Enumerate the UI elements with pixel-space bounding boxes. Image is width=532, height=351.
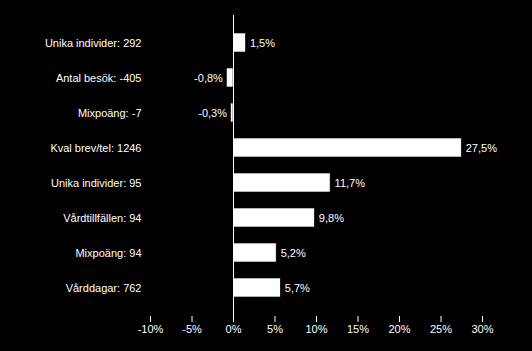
- svg-text:1,5%: 1,5%: [250, 37, 275, 49]
- svg-text:0%: 0%: [226, 323, 242, 335]
- svg-text:5%: 5%: [267, 323, 283, 335]
- svg-text:Unika individer: 292: Unika individer: 292: [45, 37, 142, 49]
- svg-text:-0,3%: -0,3%: [198, 107, 227, 119]
- svg-text:5,7%: 5,7%: [285, 282, 310, 294]
- svg-text:27,5%: 27,5%: [466, 142, 497, 154]
- svg-text:Kval brev/tel: 1246: Kval brev/tel: 1246: [50, 142, 141, 154]
- svg-text:25%: 25%: [430, 323, 452, 335]
- svg-text:11,7%: 11,7%: [335, 177, 366, 189]
- svg-text:-5%: -5%: [182, 323, 202, 335]
- svg-text:Mixpoäng: -7: Mixpoäng: -7: [78, 107, 142, 119]
- svg-text:20%: 20%: [388, 323, 410, 335]
- svg-text:15%: 15%: [347, 323, 369, 335]
- svg-text:Vårdtillfällen: 94: Vårdtillfällen: 94: [63, 212, 141, 224]
- svg-text:Mixpoäng: 94: Mixpoäng: 94: [75, 247, 141, 259]
- svg-text:30%: 30%: [471, 323, 493, 335]
- svg-text:Antal besök: -405: Antal besök: -405: [56, 72, 142, 84]
- svg-text:-10%: -10%: [138, 323, 164, 335]
- svg-text:Unika individer: 95: Unika individer: 95: [51, 177, 142, 189]
- svg-text:10%: 10%: [305, 323, 327, 335]
- svg-text:9,8%: 9,8%: [319, 212, 344, 224]
- svg-text:5,2%: 5,2%: [281, 247, 306, 259]
- svg-text:-0,8%: -0,8%: [194, 72, 223, 84]
- svg-text:Vårddagar: 762: Vårddagar: 762: [66, 282, 142, 294]
